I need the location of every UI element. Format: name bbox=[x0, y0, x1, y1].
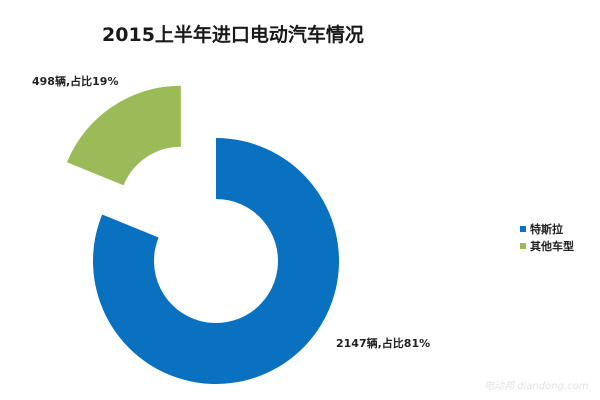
chart-title: 2015上半年进口电动汽车情况 bbox=[102, 24, 364, 46]
data-label-tesla: 2147辆,占比81% bbox=[336, 337, 431, 350]
data-label-other: 498辆,占比19% bbox=[32, 75, 119, 88]
legend-label: 其他车型 bbox=[530, 239, 574, 253]
legend-swatch-icon bbox=[520, 242, 526, 249]
slice-tesla[interactable] bbox=[93, 138, 340, 384]
watermark: 电动邦 diandong.com bbox=[484, 381, 589, 392]
legend-swatch-icon bbox=[520, 225, 526, 232]
legend-item-tesla[interactable]: 特斯拉 bbox=[520, 220, 574, 237]
legend-label: 特斯拉 bbox=[530, 222, 563, 236]
legend-item-other[interactable]: 其他车型 bbox=[520, 237, 574, 254]
slice-other[interactable] bbox=[67, 85, 181, 186]
legend: 特斯拉 其他车型 bbox=[520, 220, 574, 254]
